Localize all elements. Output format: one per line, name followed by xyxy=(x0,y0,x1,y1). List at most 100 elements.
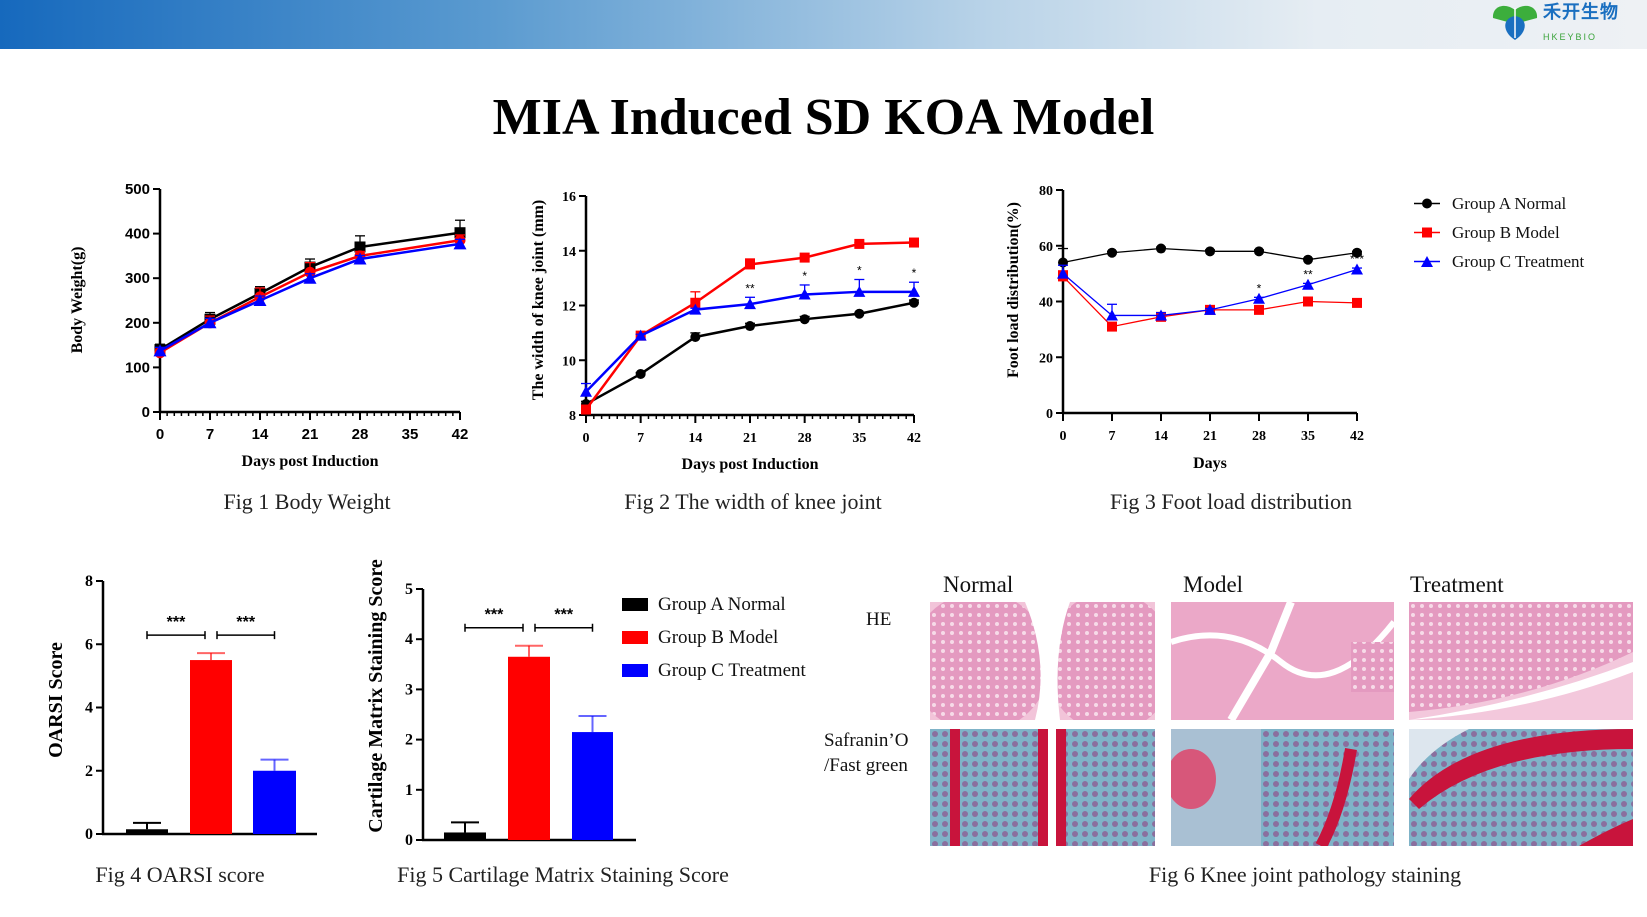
bar-group-c xyxy=(572,732,613,840)
square-marker xyxy=(690,297,701,308)
y-tick-label: 4 xyxy=(405,631,413,648)
square-marker xyxy=(745,259,755,270)
he-treatment-image xyxy=(1409,602,1633,720)
y-tick-label: 2 xyxy=(405,732,413,749)
y-tick-label: 8 xyxy=(85,573,93,590)
triangle-marker xyxy=(580,385,592,397)
legend-item-group-a: Group A Normal xyxy=(622,588,806,621)
y-tick-label: 1 xyxy=(405,782,413,799)
row-label-he: HE xyxy=(866,609,892,630)
square-marker xyxy=(1107,321,1117,332)
y-tick-label: 0 xyxy=(405,832,413,849)
circle-marker xyxy=(1352,247,1362,258)
y-tick-label: 14 xyxy=(562,245,576,260)
triangle-marker xyxy=(1155,309,1167,321)
x-tick-label: 21 xyxy=(743,431,757,446)
x-tick-label: 7 xyxy=(1109,429,1116,444)
triangle-marker xyxy=(908,285,920,297)
circle-marker xyxy=(1303,254,1313,265)
y-tick-label: 0 xyxy=(142,404,150,421)
triangle-marker xyxy=(853,285,866,297)
circle-marker xyxy=(690,331,701,342)
triangle-marker xyxy=(798,288,811,300)
y-tick-label: 2 xyxy=(85,763,93,780)
legend-label: Group B Model xyxy=(1452,223,1560,242)
square-marker xyxy=(454,227,466,239)
y-tick-label: 16 xyxy=(562,190,576,205)
y-tick-label: 3 xyxy=(405,681,413,698)
y-tick-label: 6 xyxy=(85,636,93,653)
x-axis-label: Days xyxy=(1193,455,1227,472)
triangle-marker xyxy=(1302,278,1314,290)
x-tick-label: 21 xyxy=(302,426,319,443)
bar-group-a xyxy=(126,829,168,834)
y-tick-label: 20 xyxy=(1039,351,1053,366)
circle-marker xyxy=(909,297,919,308)
legend-swatch-black xyxy=(622,598,648,611)
square-marker-icon xyxy=(1414,227,1440,238)
significance-label: *** xyxy=(167,614,186,631)
legend-label: Group A Normal xyxy=(1452,194,1567,213)
series-line xyxy=(585,301,915,406)
caption-fig1: Fig 1 Body Weight xyxy=(223,489,391,514)
legend-label: Group C Treatment xyxy=(658,660,806,681)
x-tick-label: 7 xyxy=(206,426,214,443)
he-model-image xyxy=(1171,602,1394,720)
legend-label: Group C Treatment xyxy=(1452,252,1585,271)
circle-marker xyxy=(1107,247,1117,258)
page-title: MIA Induced SD KOA Model xyxy=(492,89,1155,146)
significance-bracket xyxy=(146,631,206,640)
row-label-line2: /Fast green xyxy=(824,755,908,776)
y-tick-label: 12 xyxy=(562,300,576,315)
circle-marker xyxy=(745,321,755,332)
significance-bracket xyxy=(216,631,276,640)
square-marker xyxy=(909,237,919,248)
triangle-marker xyxy=(1204,303,1216,315)
caption-fig6: Fig 6 Knee joint pathology staining xyxy=(1148,862,1462,887)
safranin-normal-image xyxy=(930,729,1155,846)
safranin-treatment-image xyxy=(1409,729,1633,846)
bar-group-c xyxy=(253,770,296,834)
x-tick-label: 0 xyxy=(156,426,164,443)
significance-label: * xyxy=(1257,281,1262,295)
y-tick-label: 400 xyxy=(125,226,150,243)
caption-fig4: Fig 4 OARSI score xyxy=(95,862,265,887)
x-tick-label: 14 xyxy=(1154,429,1168,444)
triangle-marker xyxy=(1106,309,1118,321)
y-tick-label: 500 xyxy=(125,181,150,198)
legend-item-group-c: Group C Treatment xyxy=(1414,247,1584,276)
x-tick-label: 14 xyxy=(252,426,269,443)
y-tick-label: 60 xyxy=(1039,240,1053,255)
caption-fig2: Fig 2 The width of knee joint xyxy=(624,489,882,514)
triangle-marker xyxy=(253,294,267,306)
circle-marker xyxy=(854,308,865,319)
triangle-marker xyxy=(1351,263,1363,275)
logo-text-en: HKEYBIO xyxy=(1543,32,1598,42)
square-marker xyxy=(581,404,591,415)
x-tick-label: 0 xyxy=(583,431,590,446)
bar-group-b xyxy=(508,656,550,840)
hkeybio-logo: 禾开生物 HKEYBIO xyxy=(1490,2,1645,46)
column-label-treatment: Treatment xyxy=(1410,572,1504,597)
x-tick-label: 42 xyxy=(452,426,469,443)
legend-item-group-c: Group C Treatment xyxy=(622,654,806,687)
x-tick-label: 14 xyxy=(688,431,702,446)
y-tick-label: 10 xyxy=(562,354,576,369)
y-axis-label: Foot load distribution(%) xyxy=(1005,202,1022,378)
row-label-line1: Safranin’O xyxy=(824,730,909,751)
y-tick-label: 80 xyxy=(1039,184,1053,199)
square-marker xyxy=(354,241,366,253)
y-tick-label: 40 xyxy=(1039,296,1053,311)
significance-label: * xyxy=(857,263,862,277)
column-label-normal: Normal xyxy=(943,572,1014,597)
y-tick-label: 8 xyxy=(569,409,576,424)
x-axis-label: Days post Induction xyxy=(242,453,379,470)
triangle-marker xyxy=(634,329,647,341)
legend-item-group-b: Group B Model xyxy=(1414,218,1584,247)
circle-marker xyxy=(1254,246,1264,257)
significance-label: *** xyxy=(236,614,255,631)
square-marker xyxy=(1303,296,1313,307)
he-normal-image xyxy=(930,602,1155,720)
triangle-marker xyxy=(303,271,317,284)
